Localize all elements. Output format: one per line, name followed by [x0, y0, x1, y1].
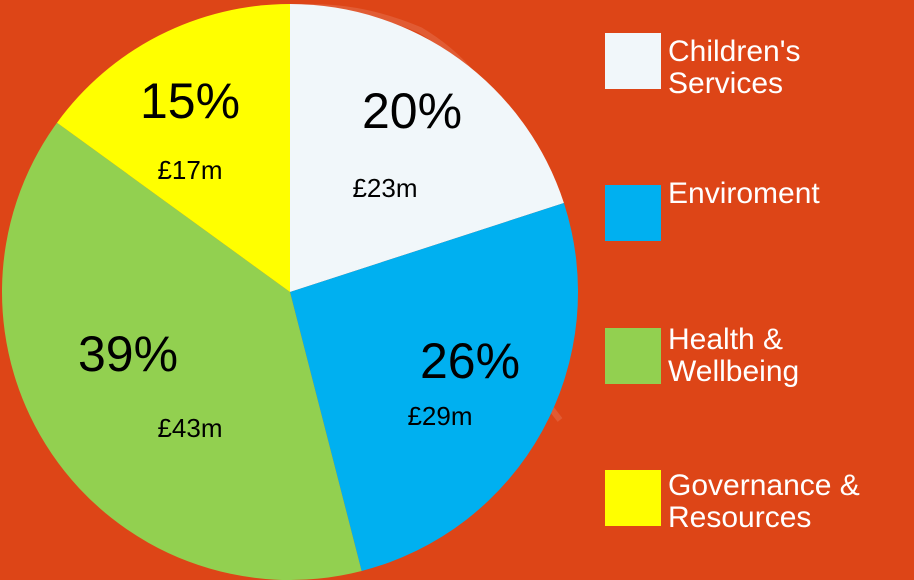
amount-label: £17m: [157, 155, 222, 185]
percent-label: 26%: [420, 333, 520, 389]
pie-slice: [2, 122, 362, 580]
legend-swatch: [605, 185, 661, 241]
percent-label: 15%: [140, 73, 240, 129]
legend-label: Governance & Resources: [668, 469, 860, 534]
percent-label: 39%: [78, 326, 178, 382]
pie-slice: [290, 4, 564, 292]
amount-label: £43m: [157, 413, 222, 443]
amount-label: £23m: [352, 173, 417, 203]
legend-label: Children's Services: [668, 35, 801, 100]
legend-label: Health & Wellbeing: [668, 323, 800, 388]
amount-label: £29m: [407, 401, 472, 431]
pie-slice: [290, 203, 579, 571]
pie-slice: [57, 4, 290, 292]
legend-label: Enviroment: [668, 177, 820, 210]
percent-label: 20%: [362, 83, 462, 139]
legend-swatch: [605, 328, 661, 384]
legend-swatch: [605, 470, 661, 526]
legend-swatch: [605, 33, 661, 89]
